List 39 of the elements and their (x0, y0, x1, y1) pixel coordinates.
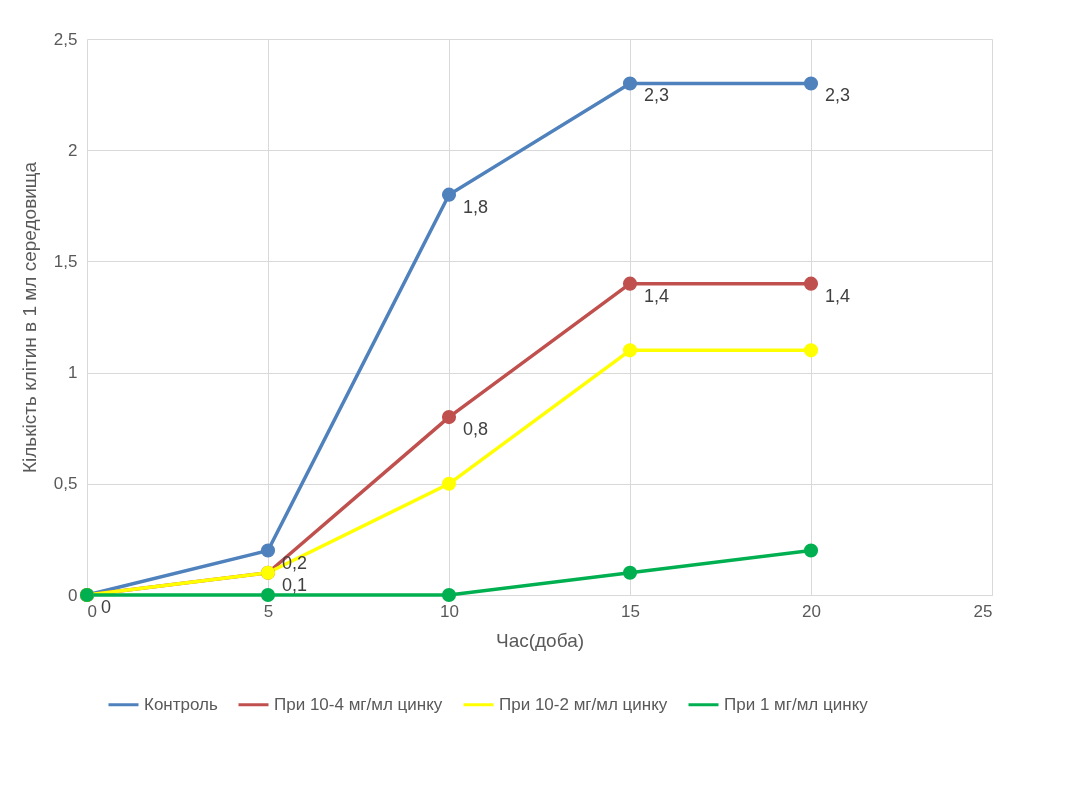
point (260, 587, 276, 603)
data-label: 1,4 (644, 285, 670, 306)
legend-label: При 10-2 мг/мл цинку (499, 694, 668, 714)
point (441, 476, 457, 491)
data-label: 2,3 (644, 85, 670, 106)
legend-label: При 1 мг/мл цинку (724, 694, 869, 714)
y-tick-label: 2 (68, 140, 78, 160)
x-tick-label: 15 (621, 601, 640, 621)
point (441, 410, 457, 425)
point (622, 76, 638, 91)
y-axis-title: Кількість клітин в 1 мл середовища (18, 161, 40, 474)
data-label: 0,8 (463, 419, 489, 440)
point (441, 187, 457, 202)
y-tick-label: 1,5 (53, 251, 78, 271)
point (803, 276, 819, 291)
point (803, 543, 819, 558)
data-label: 1,8 (463, 196, 489, 217)
legend-label: Контроль (144, 694, 218, 714)
point (803, 343, 819, 358)
point (622, 276, 638, 291)
point (260, 543, 276, 558)
y-tick-label: 0,5 (53, 474, 78, 494)
legend-label: При 10-4 мг/мл цинку (274, 694, 443, 714)
y-tick-label: 2,5 (53, 29, 78, 49)
y-tick-label: 1 (68, 363, 78, 383)
x-tick-label: 5 (263, 601, 274, 621)
point (622, 565, 638, 580)
data-label: 0,1 (282, 574, 308, 595)
x-tick-label: 20 (802, 601, 821, 621)
x-tick-label: 0 (87, 601, 97, 621)
data-label: 2,3 (825, 85, 851, 106)
y-tick-label: 0 (68, 585, 78, 605)
data-label: 1,4 (825, 285, 851, 306)
x-tick-label: 10 (440, 601, 459, 621)
x-axis-title: Час(доба) (495, 629, 585, 651)
point (622, 343, 638, 358)
x-tick-label: 25 (973, 601, 993, 621)
point (441, 587, 457, 603)
point (803, 76, 819, 91)
